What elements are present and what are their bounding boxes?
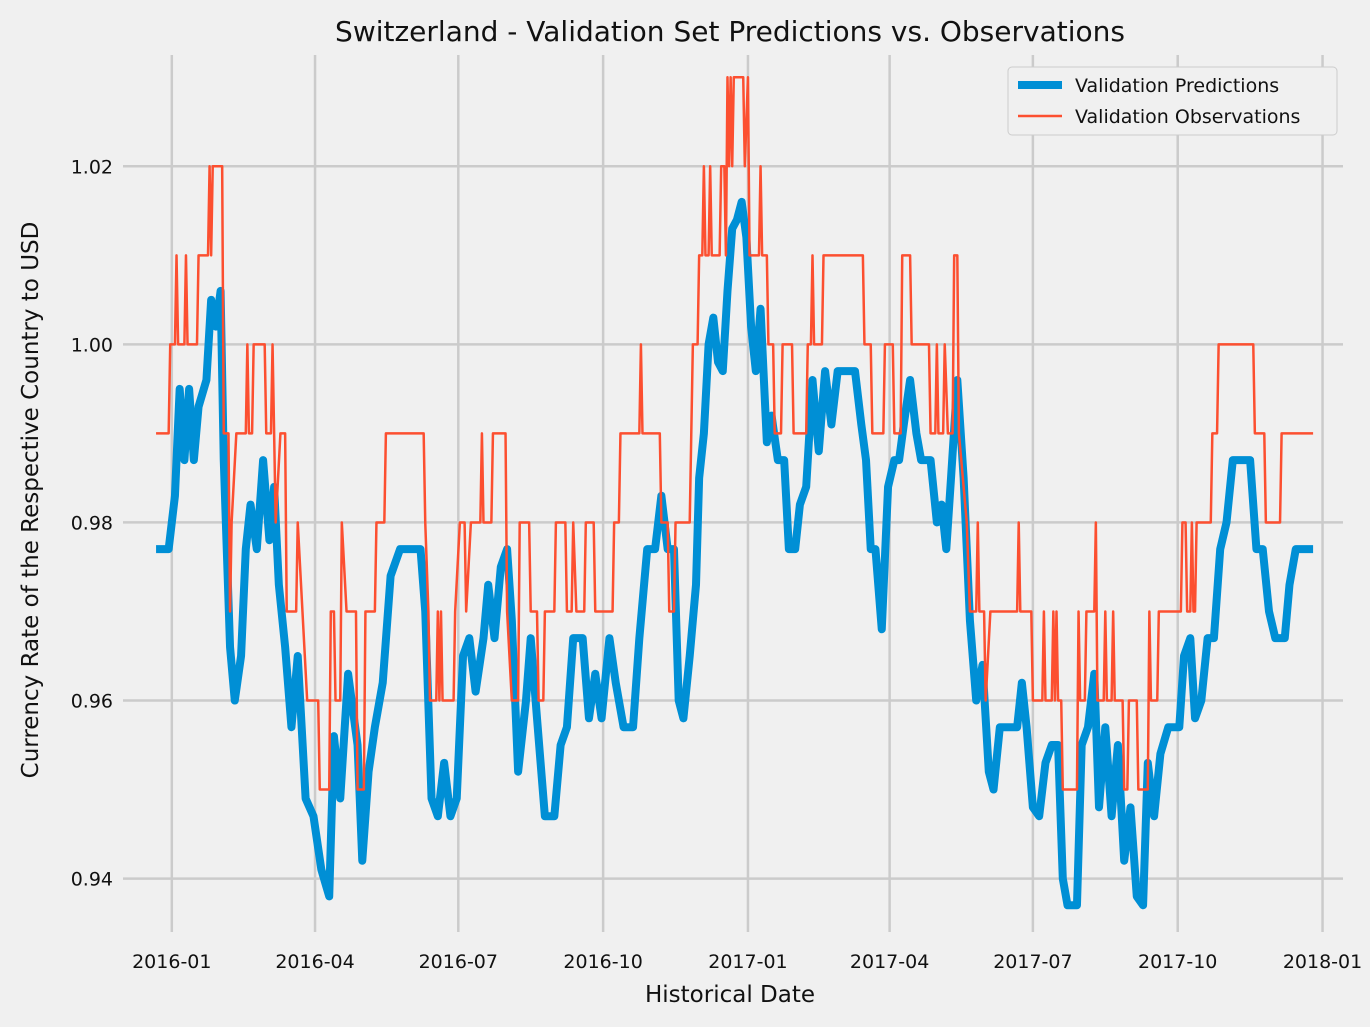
x-tick-label: 2018-01 — [1283, 951, 1362, 973]
legend: Validation Predictions Validation Observ… — [1007, 66, 1338, 136]
legend-predictions-label: Validation Predictions — [1075, 75, 1279, 97]
legend-box — [1007, 66, 1338, 136]
x-tick-label: 2017-10 — [1138, 951, 1217, 973]
x-tick-label: 2016-01 — [132, 951, 211, 973]
observations-line — [156, 76, 1314, 791]
y-axis-title: Currency Rate of the Respective Country … — [18, 222, 44, 779]
series-lines — [156, 76, 1314, 910]
chart-title: Switzerland - Validation Set Predictions… — [335, 15, 1125, 48]
x-tick-label: 2016-07 — [419, 951, 498, 973]
x-tick-label: 2017-07 — [993, 951, 1072, 973]
y-tick-label: 0.98 — [71, 512, 113, 534]
legend-observations-label: Validation Observations — [1075, 106, 1300, 128]
y-tick-label: 0.94 — [71, 869, 113, 891]
y-tick-label: 0.96 — [71, 691, 113, 713]
x-tick-label: 2017-01 — [708, 951, 787, 973]
predictions-line — [156, 197, 1314, 910]
x-tick-label: 2017-04 — [850, 951, 929, 973]
y-tick-label: 1.00 — [71, 334, 113, 356]
x-axis-title: Historical Date — [645, 982, 815, 1008]
x-tick-label: 2016-10 — [563, 951, 642, 973]
tick-labels: 2016-01 2016-04 2016-07 2016-10 2017-01 2017-… — [71, 156, 1363, 973]
x-tick-label: 2016-04 — [275, 951, 354, 973]
y-tick-label: 1.02 — [71, 156, 113, 178]
